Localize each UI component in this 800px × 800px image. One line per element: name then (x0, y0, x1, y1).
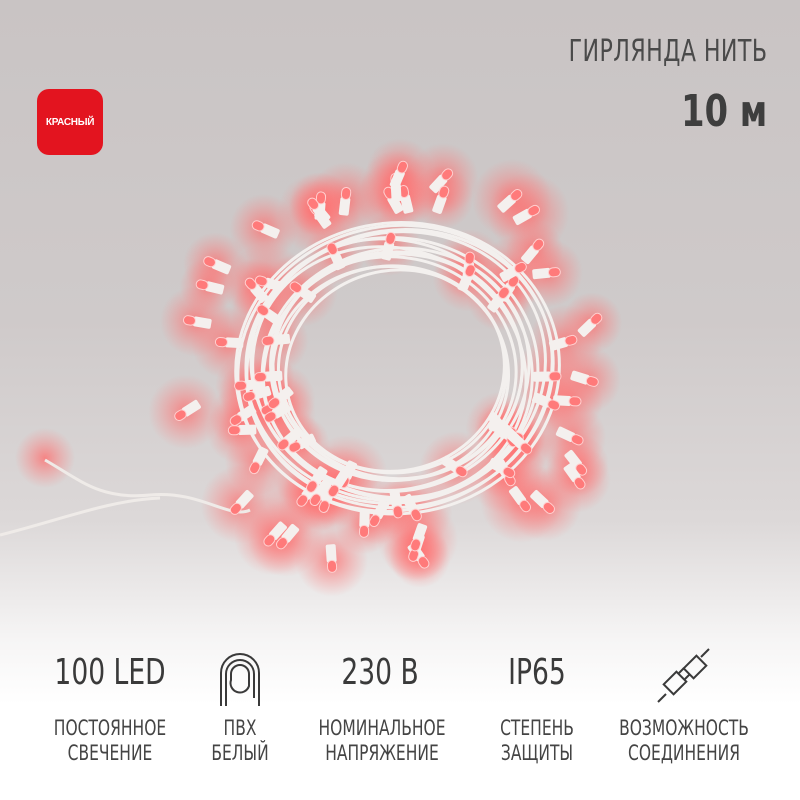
led-bulb (254, 275, 284, 292)
led-bulb (521, 238, 545, 265)
led-bulb (532, 371, 562, 382)
led-bulb (288, 433, 317, 453)
led-bulb (244, 277, 269, 303)
feature-voltage: 230 В (333, 652, 427, 696)
led-bulb (507, 430, 533, 455)
led-bulb (195, 279, 225, 295)
led-bulb (389, 489, 404, 519)
led-glow (15, 428, 75, 488)
feature-value: 100 LED (54, 652, 166, 693)
led-bulb (512, 204, 540, 226)
led-bulb (227, 424, 257, 436)
led-bulb (555, 426, 584, 446)
connector-plug-icon (657, 648, 710, 703)
label-line: БЕЛЫЙ (211, 741, 269, 765)
led-bulb (499, 261, 527, 282)
led-bulb (275, 523, 300, 550)
led-bulb (530, 490, 555, 514)
label-line: ПВХ (223, 716, 257, 740)
led-bulb (389, 160, 409, 189)
led-bulb (325, 544, 338, 573)
led-bulb (182, 315, 212, 329)
led-bulb (289, 281, 317, 303)
led-bulb (249, 446, 269, 475)
led-bulb (267, 386, 294, 410)
led-bulb (305, 466, 328, 493)
led-bulb (548, 334, 578, 351)
feature-voltage-label: НОМИНАЛЬНОЕ НАПРЯЖЕНИЕ (319, 716, 446, 766)
label-line: НОМИНАЛЬНОЕ (318, 716, 446, 740)
label-line: СОЕДИНЕНИЯ (628, 741, 740, 765)
led-bulb (488, 458, 516, 479)
led-bulb (174, 399, 201, 422)
led-bulb (253, 370, 283, 383)
label-line: ВОЗМОЖНОСТЬ (619, 716, 749, 740)
label-line: ЗАЩИТЫ (500, 741, 574, 765)
led-bulb (338, 186, 352, 216)
title-subtype: НИТЬ (703, 34, 767, 69)
garland-lead-wire (44, 458, 251, 514)
label-line: СВЕЧЕНИЕ (67, 741, 153, 765)
feature-connector (654, 646, 714, 710)
led-bulb (570, 370, 599, 387)
feature-pvc (215, 648, 265, 712)
product-title: ГИРЛЯНДА НИТЬ (568, 34, 767, 69)
led-bulb (497, 189, 523, 213)
color-badge-label: КРАСНЫЙ (45, 116, 95, 128)
led-bulb (326, 242, 346, 271)
led-bulb (229, 404, 257, 426)
led-bulb (277, 427, 303, 451)
feature-led-label: ПОСТОЯННОЕ СВЕЧЕНИЕ (54, 716, 166, 766)
led-bulb (487, 286, 510, 313)
led-bulb (263, 521, 287, 547)
led-bulb (508, 486, 532, 513)
led-bulb (457, 264, 476, 293)
led-bulb (432, 185, 450, 214)
led-bulb (261, 333, 291, 347)
label-line: НАПРЯЖЕНИЕ (325, 741, 439, 765)
label-line: ПОСТОЯННОЕ (53, 716, 167, 740)
feature-ip-label: СТЕПЕНЬ ЗАЩИТЫ (500, 716, 574, 766)
feature-connector-label: ВОЗМОЖНОСТЬ СОЕДИНЕНИЯ (619, 716, 749, 766)
led-bulb (532, 392, 561, 411)
led-bulb (564, 449, 588, 476)
led-bulb (368, 499, 390, 528)
led-bulb (214, 337, 244, 349)
feature-pvc-label: ПВХ БЕЛЫЙ (211, 716, 268, 766)
led-bulb (229, 490, 254, 515)
feature-value: IP65 (508, 652, 566, 693)
led-bulb (410, 523, 428, 552)
label-line: СТЕПЕНЬ (500, 716, 574, 740)
led-bulb (263, 402, 292, 423)
feature-led-count: 100 LED (42, 652, 178, 696)
led-bulb (256, 304, 283, 327)
led-bulb (532, 267, 561, 280)
led-bulb (381, 231, 396, 261)
product-length: 10 м (680, 86, 767, 137)
led-bulb (309, 479, 332, 507)
feature-value: 230 В (341, 652, 419, 693)
led-bulb (203, 256, 232, 275)
led-bulb (307, 197, 331, 224)
led-bulb (441, 455, 468, 478)
led-bulb (401, 493, 422, 522)
led-bulb (563, 463, 586, 490)
feature-ip: IP65 (502, 652, 572, 696)
led-bulb (429, 168, 454, 194)
pvc-wire-coil-icon (220, 653, 260, 706)
color-badge: КРАСНЫЙ (37, 89, 103, 155)
led-bulb (251, 220, 280, 239)
title-type: ГИРЛЯНДА (568, 34, 697, 69)
garland-photo (0, 138, 623, 597)
led-bulb (359, 509, 370, 538)
led-bulb (577, 312, 603, 337)
led-bulb (327, 470, 349, 498)
